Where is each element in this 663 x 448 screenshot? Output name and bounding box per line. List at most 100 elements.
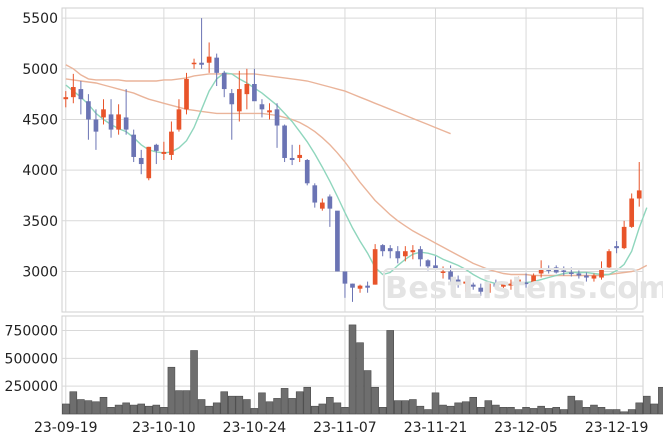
volume-bar: [77, 399, 85, 415]
volume-bar: [514, 409, 523, 415]
x-tick-label: 23-11-21: [404, 420, 468, 436]
candle-body: [395, 251, 401, 259]
candle-body: [365, 285, 370, 288]
candle-body: [372, 249, 378, 285]
candle-body: [455, 279, 461, 284]
candle-body: [591, 275, 597, 279]
candle-body: [282, 125, 287, 158]
moving-average-layer: [65, 64, 648, 286]
ma-100-line: [65, 64, 451, 135]
candle-body: [493, 283, 499, 287]
candle-body: [131, 134, 137, 157]
volume-bar: [160, 407, 168, 415]
x-tick-label: 23-10-10: [132, 420, 196, 436]
volume-bar: [303, 386, 311, 415]
volume-y-tick-label: 750000: [5, 323, 58, 339]
candle-body: [440, 271, 446, 273]
candle-body: [214, 57, 220, 73]
volume-bar: [567, 395, 576, 415]
volume-bar: [386, 330, 394, 415]
candle-body: [274, 109, 280, 126]
volume-bar: [265, 401, 274, 415]
candle-body: [93, 119, 99, 132]
volume-bar: [469, 396, 477, 415]
volume-bar: [643, 395, 651, 415]
candle-body: [636, 190, 642, 199]
candle-body: [108, 114, 114, 130]
volume-bar: [507, 407, 515, 415]
price-y-tick-label: 4000: [22, 163, 58, 179]
candle-body: [123, 117, 129, 130]
volume-bar: [650, 403, 659, 415]
volume-bar: [175, 390, 183, 415]
candle-body: [70, 87, 76, 98]
volume-y-tick-label: 250000: [5, 379, 58, 395]
volume-bar: [401, 400, 410, 415]
volume-bar: [612, 409, 621, 415]
volume-bar: [288, 398, 296, 415]
candle-body: [531, 275, 536, 284]
candle-body: [236, 89, 242, 112]
candle-body: [501, 282, 506, 287]
volume-bar: [228, 395, 236, 415]
volume-bar: [439, 404, 447, 415]
candle-body: [116, 114, 121, 130]
x-tick-label: 23-09-19: [34, 420, 98, 436]
volume-bar: [356, 342, 364, 415]
volume-bar: [152, 404, 161, 415]
candle-body: [221, 72, 227, 90]
volume-bar: [107, 407, 115, 415]
candle-body: [101, 109, 106, 118]
candle-body: [614, 246, 619, 249]
candle-body: [523, 282, 529, 285]
volume-bar: [69, 391, 78, 415]
volume-bar: [522, 407, 530, 415]
volume-bar: [484, 400, 493, 415]
volume-bar: [273, 398, 281, 415]
volume-bar: [258, 392, 266, 415]
price-y-tick-label: 4500: [22, 112, 58, 128]
volume-bar: [499, 407, 508, 415]
candle-body: [289, 157, 295, 160]
candle-body: [538, 269, 544, 274]
volume-bar: [295, 391, 304, 415]
volume-bar: [575, 400, 583, 415]
price-y-tick-label: 3000: [22, 264, 58, 280]
candle-body: [206, 56, 212, 63]
price-panel-frame: [61, 7, 644, 313]
candle-body: [433, 265, 438, 269]
x-tick-label: 23-10-24: [223, 420, 287, 436]
volume-bar: [212, 402, 221, 415]
candle-body: [478, 287, 484, 292]
volume-bar: [363, 370, 372, 415]
candle-body: [485, 283, 491, 293]
candle-body: [86, 101, 91, 120]
candle-body: [342, 271, 348, 284]
volume-bar: [492, 404, 500, 415]
ma-short-line: [65, 72, 648, 286]
candle-body: [621, 226, 627, 249]
candle-body: [319, 202, 325, 209]
candle-body: [312, 185, 318, 203]
candle-body: [425, 260, 431, 267]
candle-body: [327, 196, 333, 209]
volume-bar: [190, 350, 198, 415]
volume-bar: [371, 386, 379, 415]
volume-bar: [537, 405, 545, 415]
volume-bar-layer: [62, 324, 663, 415]
candle-body: [191, 62, 197, 65]
candle-body: [470, 284, 476, 287]
watermark: BestListens.com: [383, 268, 663, 310]
volume-bar: [552, 407, 560, 415]
candle-body: [380, 245, 386, 252]
x-tick-label: 23-12-19: [585, 420, 649, 436]
volume-bar: [461, 401, 470, 415]
x-tick-label: 23-12-05: [494, 420, 558, 436]
volume-bar: [137, 403, 145, 415]
volume-bar: [205, 405, 213, 415]
price-y-tick-label: 5000: [22, 62, 58, 78]
volume-bar: [62, 403, 70, 415]
candle-body: [516, 279, 521, 282]
